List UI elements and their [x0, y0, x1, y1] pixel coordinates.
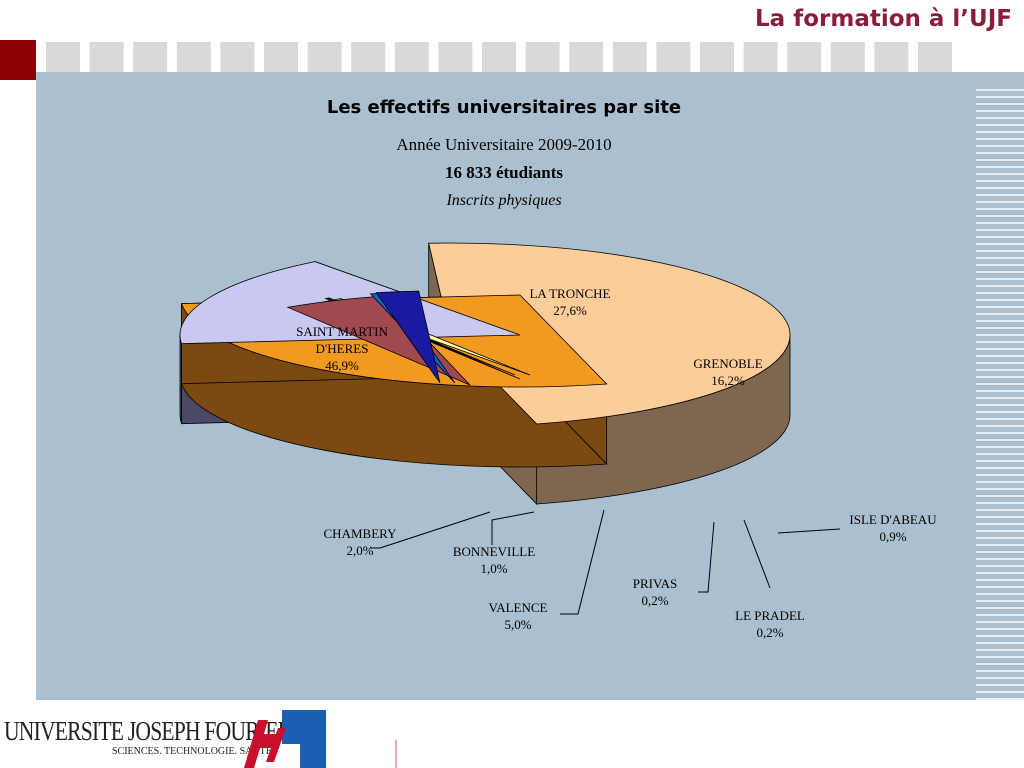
slice-label-grenoble: GRENOBLE: [693, 356, 762, 371]
value-label-grenoble: 16,2%: [711, 373, 745, 388]
value-label-chambery: 2,0%: [346, 543, 373, 558]
leader-line-isle-d-abeau: [777, 528, 841, 534]
chart-title: Les effectifs universitaires par site: [327, 97, 681, 118]
value-label-bonneville: 1,0%: [480, 561, 507, 576]
leader-line-chambery: [370, 511, 491, 549]
footer-divider: [395, 740, 397, 768]
university-logo-name: UNIVERSITE JOSEPH FOURIER: [4, 716, 292, 746]
chart-subtitle: Année Universitaire 2009-2010: [396, 135, 611, 154]
leader-line-valence: [560, 509, 605, 615]
chart-total: 16 833 étudiants: [445, 163, 563, 182]
leader-line-privas: [698, 521, 715, 593]
decorative-lines: [976, 89, 1024, 700]
value-label-privas: 0,2%: [641, 593, 668, 608]
university-logo-tagline: SCIENCES. TECHNOLOGIE. SANTÉ: [112, 746, 272, 757]
value-label-la-tronche: 27,6%: [553, 303, 587, 318]
slice-label-saint-martin-d-heres: D'HERES: [316, 341, 369, 356]
slice-label-privas: PRIVAS: [633, 576, 678, 591]
pie-chart: Les effectifs universitaires par site An…: [179, 89, 1024, 700]
footer: [0, 700, 1024, 768]
decorative-stripe: [0, 40, 952, 80]
header-title: La formation à l’UJF: [755, 6, 1012, 32]
university-logo-emblem: [244, 710, 326, 768]
chart-note: Inscrits physiques: [445, 192, 561, 209]
leader-line-bonneville: [491, 511, 535, 545]
slice-label-saint-martin-d-heres: SAINT MARTIN: [296, 324, 388, 339]
slice-chambery: [375, 290, 441, 384]
slice-label-isle-d-abeau: ISLE D'ABEAU: [849, 512, 937, 527]
slice-label-chambery: CHAMBERY: [324, 526, 398, 541]
slice-label-bonneville: BONNEVILLE: [453, 544, 535, 559]
value-label-isle-d-abeau: 0,9%: [879, 529, 906, 544]
value-label-saint-martin-d-heres: 46,9%: [325, 358, 359, 373]
slice-label-le-pradel: LE PRADEL: [735, 608, 805, 623]
value-label-valence: 5,0%: [504, 617, 531, 632]
chart-panel: Les effectifs universitaires par site An…: [36, 72, 1024, 700]
leader-line-le-pradel: [743, 519, 771, 589]
slice-label-la-tronche: LA TRONCHE: [529, 286, 610, 301]
slice-label-valence: VALENCE: [489, 600, 548, 615]
value-label-le-pradel: 0,2%: [756, 625, 783, 640]
